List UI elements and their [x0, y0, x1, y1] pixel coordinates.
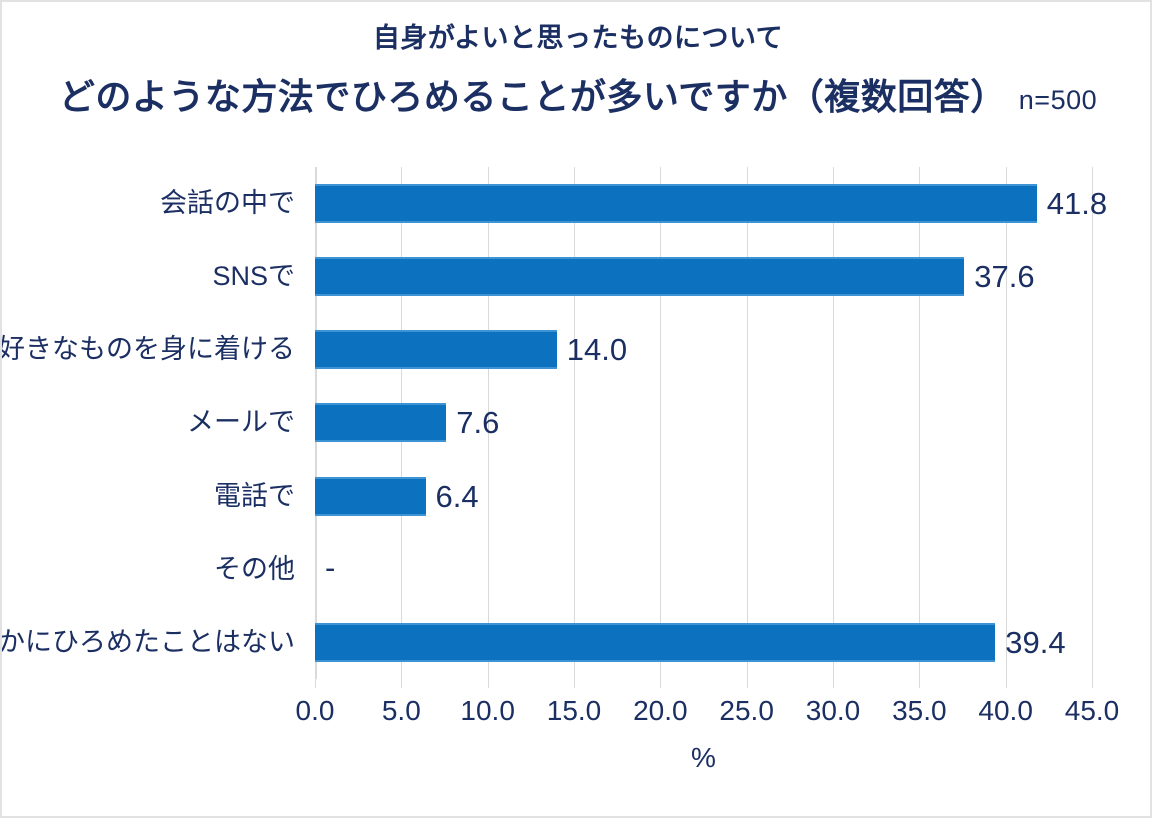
x-axis-tick-mark — [315, 679, 316, 688]
x-axis-tick-label: 45.0 — [1064, 695, 1120, 726]
bar — [315, 184, 1037, 223]
y-axis-category-label: 電話で — [214, 480, 295, 511]
x-axis-tick-mark — [1005, 679, 1007, 688]
x-axis-tick-label: 25.0 — [719, 695, 774, 726]
x-axis-tick-label: 0.0 — [295, 695, 335, 726]
x-axis-tick-label: 10.0 — [460, 695, 515, 726]
bar — [315, 622, 996, 662]
sample-size-annotation: n=500 — [1018, 84, 1098, 115]
gridline — [833, 167, 834, 679]
x-axis-tick-label: 30.0 — [805, 695, 861, 726]
x-axis-tick-mark — [574, 679, 575, 688]
bar-value-label: 41.8 — [1046, 186, 1108, 221]
y-axis-category-label: メールで — [187, 407, 295, 438]
y-axis-category-label: 誰かにひろめたことはない — [0, 626, 295, 657]
x-axis-tick-label: 20.0 — [633, 695, 688, 726]
gridline — [1092, 167, 1093, 679]
gridline — [1005, 167, 1007, 679]
chart-title: どのような方法でひろめることが多いですか（複数回答） — [58, 75, 1007, 117]
bar — [315, 476, 426, 516]
x-axis-tick-label: 5.0 — [381, 695, 421, 726]
bar-value-label: - — [325, 549, 336, 585]
bar-value-label: 7.6 — [456, 405, 500, 441]
gridline — [487, 167, 489, 679]
x-axis-tick-mark — [660, 679, 662, 688]
chart-header: 自身がよいと思ったものについて どのような方法でひろめることが多いですか（複数回… — [2, 22, 1150, 120]
x-axis-tick-mark — [401, 679, 403, 688]
x-axis-title: % — [691, 742, 716, 773]
x-axis-tick-mark — [833, 679, 834, 688]
bar-value-label: 6.4 — [435, 478, 479, 514]
chart-title-line: どのような方法でひろめることが多いですか（複数回答） n=500 — [2, 68, 1150, 120]
x-axis-tick-label: 35.0 — [892, 695, 947, 726]
gridline — [660, 167, 662, 679]
bar-row: 6.4 — [315, 460, 1092, 533]
x-axis-tick-label: 40.0 — [978, 695, 1033, 726]
y-axis-category-label: その他 — [214, 553, 295, 584]
bar-row: 14.0 — [315, 313, 1092, 386]
bar — [315, 257, 965, 297]
y-axis-category-label: SNSで — [212, 261, 295, 292]
bar-row: 41.8 — [315, 167, 1107, 240]
chart-subtitle: 自身がよいと思ったものについて — [372, 23, 784, 53]
plot-area: 41.8 37.6 14.0 7.6 6.4 - 39.4 — [315, 167, 1107, 679]
bar-value-label: 14.0 — [566, 332, 628, 368]
bar-row: - — [315, 533, 1092, 606]
bar-value-label: 37.6 — [974, 259, 1035, 295]
bar-row: 37.6 — [315, 240, 1092, 313]
x-axis-tick-mark — [746, 679, 748, 688]
bar-row: 39.4 — [315, 606, 1092, 679]
gridline — [919, 167, 921, 679]
bar — [315, 403, 447, 443]
x-axis-tick-label: 15.0 — [546, 695, 602, 726]
x-axis-tick-mark — [487, 679, 489, 688]
bar-value-label: 39.4 — [1005, 624, 1066, 660]
gridline — [746, 167, 748, 679]
y-axis-category-label: 好きなものを身に着ける — [0, 334, 295, 365]
x-axis-tick-mark — [1092, 679, 1093, 688]
y-axis-category-label: 会話の中で — [160, 188, 295, 218]
bar-row: 7.6 — [315, 386, 1092, 459]
x-axis-tick-mark — [919, 679, 921, 688]
bar — [315, 330, 557, 370]
gridline — [574, 167, 575, 679]
